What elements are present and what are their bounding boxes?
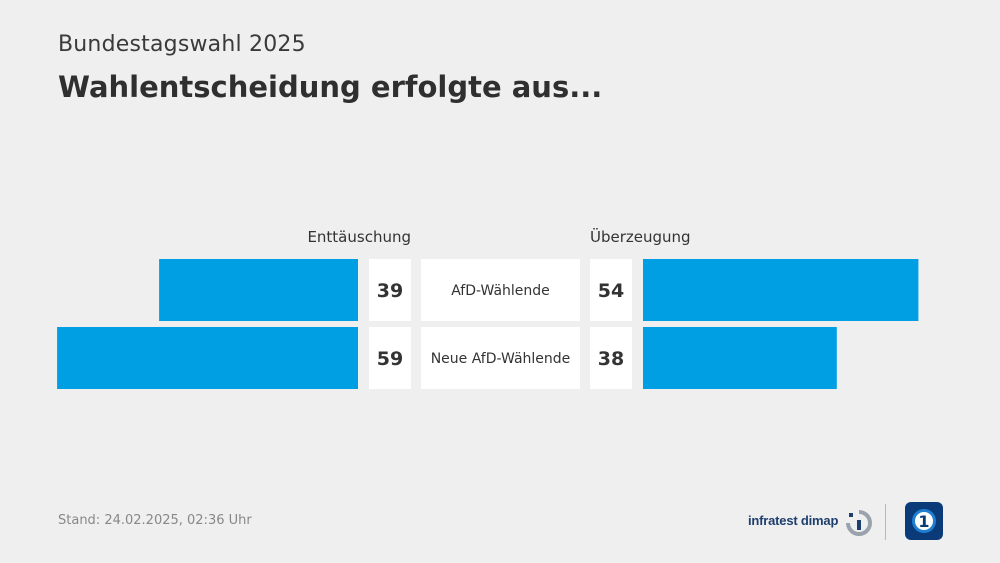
value-box — [590, 259, 632, 321]
series-label-enttaeuschung: Enttäuschung — [307, 228, 411, 246]
category-box — [421, 327, 580, 389]
logo-bar: infratest dimap 1 — [740, 500, 960, 544]
supertitle: Bundestagswahl 2025 — [58, 32, 306, 57]
value-box — [590, 327, 632, 389]
series-label-ueberzeugung: Überzeugung — [590, 227, 691, 246]
bar-ueberzeugung — [643, 327, 837, 389]
data-label-ueberzeugung: 54 — [598, 280, 624, 302]
category-label: Neue AfD-Wählende — [431, 351, 571, 367]
category-box — [421, 259, 580, 321]
infratest-dimap-logo-icon — [846, 510, 872, 536]
ard-logo-icon: 1 — [905, 502, 943, 540]
category-label: AfD-Wählende — [451, 283, 550, 299]
timestamp: Stand: 24.02.2025, 02:36 Uhr — [58, 513, 252, 528]
value-box — [369, 327, 411, 389]
data-label-enttaeuschung: 59 — [377, 348, 403, 370]
value-box — [369, 259, 411, 321]
data-label-enttaeuschung: 39 — [377, 280, 403, 302]
logo-divider — [885, 504, 886, 540]
svg-text:1: 1 — [918, 512, 929, 531]
chart-title: Wahlentscheidung erfolgte aus... — [58, 70, 603, 104]
bar-ueberzeugung — [643, 259, 919, 321]
data-label-ueberzeugung: 38 — [598, 348, 624, 370]
bar-enttaeuschung — [159, 259, 358, 321]
bar-enttaeuschung — [57, 327, 358, 389]
infratest-dimap-logo: infratest dimap — [748, 513, 839, 528]
